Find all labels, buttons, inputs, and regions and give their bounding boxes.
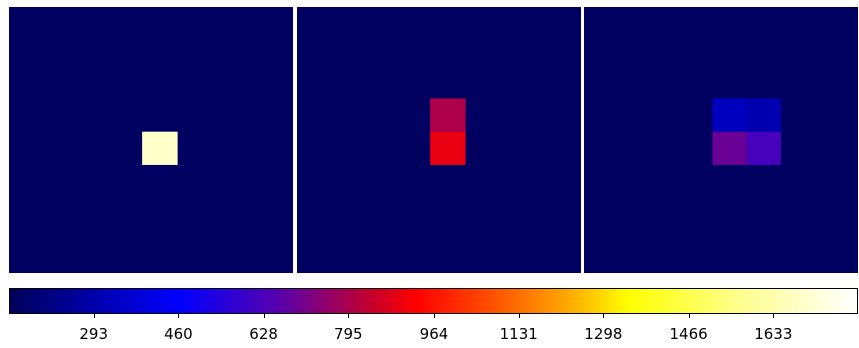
heatmap-panel-1 [9,7,293,273]
colorbar-tick-mark [178,314,180,318]
panel-3-cell-2 [712,131,747,165]
colorbar-tick-label: 1298 [584,325,623,343]
heatmap-panel-2 [297,7,581,273]
colorbar-tick-label: 1131 [499,325,538,343]
heatmap-panel-3 [584,7,859,273]
panel-2-cell-0 [430,98,466,132]
colorbar [9,288,858,314]
colorbar-tick-label: 1633 [754,325,793,343]
colorbar-tick-mark [263,314,265,318]
colorbar-tick-mark [518,314,520,318]
colorbar-tick-label: 293 [79,325,109,343]
colorbar-tick-mark [348,314,350,318]
panel-3-cell-1 [746,98,781,132]
colorbar-tick-label: 460 [164,325,193,343]
heatmap-panel-2-svg [297,7,581,273]
colorbar-tick-label: 1466 [669,325,708,343]
colorbar-tick-label: 964 [419,325,449,343]
colorbar-tick-mark [773,314,775,318]
panel-3-cell-3 [746,131,781,165]
heatmap-panel-3-svg [584,7,858,273]
panel-1-cell-0 [142,131,178,165]
colorbar-tick-label: 795 [333,325,363,343]
colorbar-tick-mark [434,314,435,318]
panel-3-cell-0 [712,98,747,132]
panel-2-cell-1 [430,131,466,165]
colorbar-tick-mark [688,314,690,318]
heatmap-panel-1-svg [9,7,293,273]
colorbar-tick-mark [93,314,95,318]
colorbar-tick-label: 628 [249,325,278,343]
colorbar-tick-mark [603,314,605,318]
